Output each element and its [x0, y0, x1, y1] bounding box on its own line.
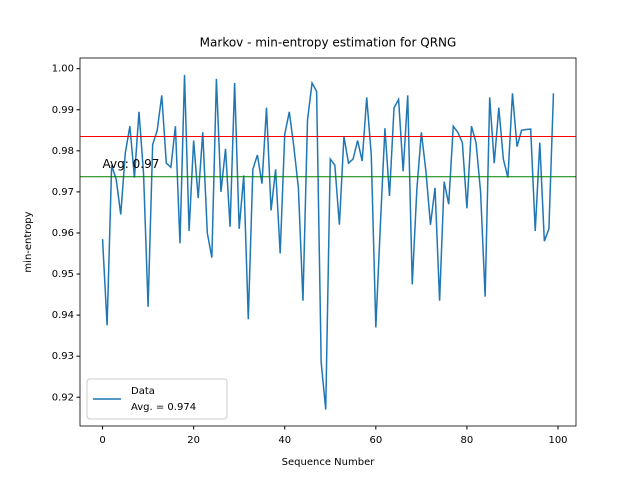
y-tick-label: 0.92 [52, 392, 74, 403]
chart-title: Markov - min-entropy estimation for QRNG [200, 36, 457, 50]
x-tick-label: 20 [187, 435, 200, 446]
data-line [101, 74, 555, 410]
x-tick-label: 0 [99, 435, 105, 446]
y-tick-label: 0.97 [52, 187, 74, 198]
y-tick-label: 1.00 [52, 64, 74, 75]
x-tick-label: 80 [461, 435, 474, 446]
y-tick-label: 0.94 [52, 310, 74, 321]
y-tick-label: 0.93 [52, 351, 74, 362]
axes-frame [79, 57, 577, 427]
y-tick-label: 0.95 [52, 269, 74, 280]
legend-box [86, 378, 228, 420]
x-tick-label: 60 [369, 435, 382, 446]
x-axis-label: Sequence Number [282, 457, 376, 468]
legend-note: Avg. = 0.974 [131, 402, 196, 413]
y-axis-label: min-entropy [23, 211, 34, 272]
y-tick-label: 0.96 [52, 228, 74, 239]
x-tick-label: 100 [548, 435, 567, 446]
legend-label: Data [131, 386, 155, 397]
y-tick-label: 0.99 [52, 105, 74, 116]
x-tick-label: 40 [278, 435, 291, 446]
y-tick-label: 0.98 [52, 146, 74, 157]
annotation: Avg: 0.97 [103, 157, 160, 171]
